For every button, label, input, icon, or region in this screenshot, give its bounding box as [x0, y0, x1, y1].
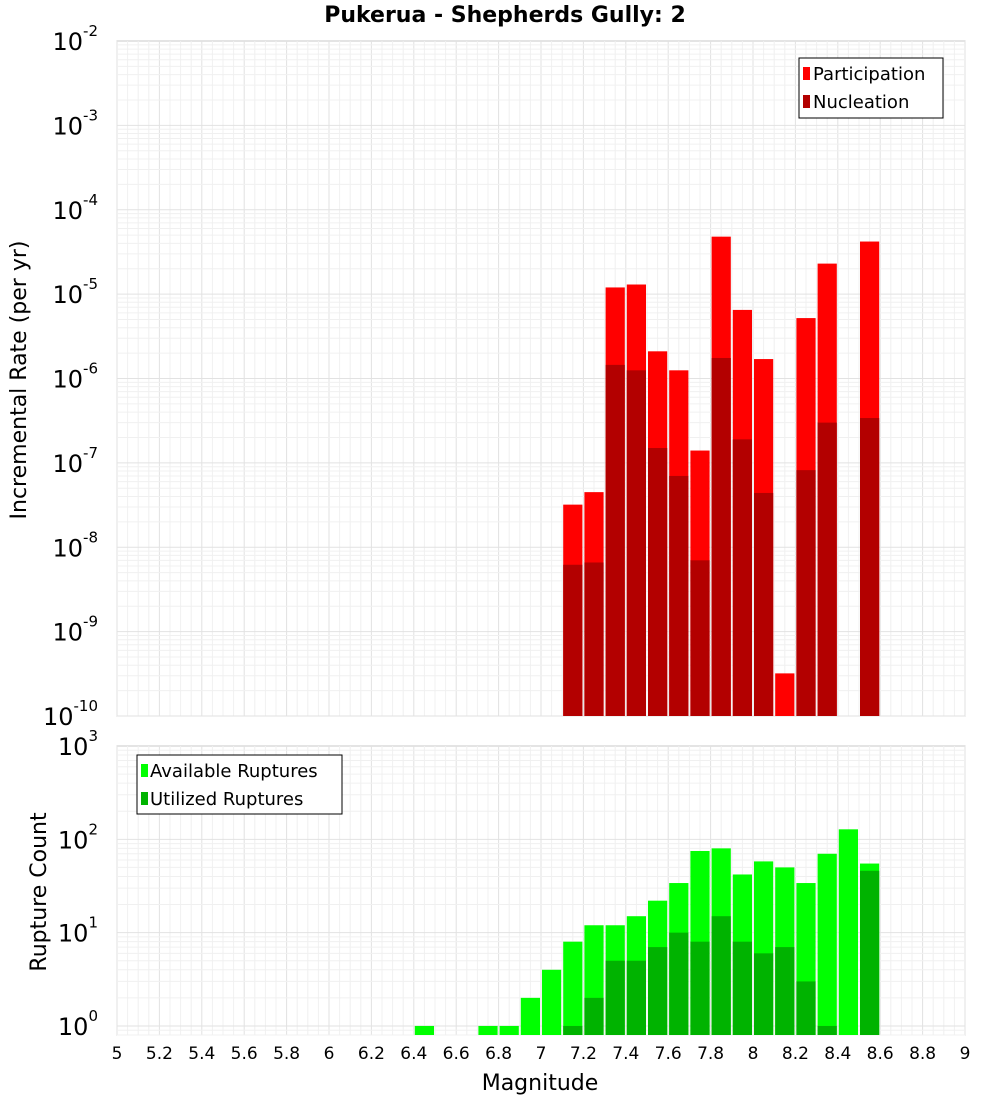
bar-bottom-primary: [838, 829, 858, 1035]
legend-swatch-available: [141, 764, 148, 777]
legend-swatch-nucleation: [803, 95, 810, 108]
legend-swatch-participation: [803, 67, 810, 80]
bottom-panel: 103 102 101 100 5 5.2 5.4 5.6 5.8 6 6.2 6.4 6.6 6.8 7…: [27, 727, 970, 1096]
x-tick-label: 8.2: [782, 1044, 809, 1064]
x-tick-label: 6.4: [400, 1044, 427, 1064]
bar-bottom-secondary: [563, 1025, 583, 1035]
bar-bottom-secondary: [796, 981, 816, 1035]
top-y-ticks: 10-2 10-3 10-4 10-5 10-6 10-7 10-8 10-9 10-10: [43, 22, 98, 731]
top-y-axis-label: Incremental Rate (per yr): [7, 241, 32, 520]
top-bars: [563, 236, 880, 717]
bar-bottom-primary: [414, 1025, 434, 1035]
x-tick-label: 9: [960, 1044, 971, 1064]
legend-label-nucleation: Nucleation: [813, 92, 909, 113]
x-tick-label: 5.2: [146, 1044, 173, 1064]
bar-bottom-secondary: [584, 997, 604, 1035]
bar-bottom-primary: [520, 997, 540, 1035]
x-tick-label: 8.8: [909, 1044, 936, 1064]
x-tick-label: 7.8: [697, 1044, 724, 1064]
bottom-bars: [414, 829, 880, 1035]
bar-top-secondary: [563, 564, 583, 716]
x-ticks: 5 5.2 5.4 5.6 5.8 6 6.2 6.4 6.6 6.8 7 7.2 7.4 7.6 7.8 8…: [112, 1044, 971, 1064]
bar-bottom-secondary: [648, 947, 668, 1035]
x-axis-label: Magnitude: [482, 1071, 599, 1096]
x-tick-label: 7.2: [570, 1044, 597, 1064]
bar-bottom-secondary: [775, 947, 795, 1035]
y-tick-label: 101: [58, 914, 98, 948]
bar-bottom-secondary: [605, 960, 625, 1035]
bar-top-secondary: [605, 364, 625, 716]
bar-top-secondary: [584, 562, 604, 716]
top-legend: Participation Nucleation: [798, 57, 944, 119]
bottom-y-axis-label: Rupture Count: [27, 812, 52, 972]
x-tick-label: 8: [748, 1044, 759, 1064]
x-tick-label: 5.6: [231, 1044, 258, 1064]
legend-label-utilized: Utilized Ruptures: [150, 789, 303, 810]
chart-title: Pukerua - Shepherds Gully: 2: [324, 3, 686, 28]
y-tick-label: 102: [58, 820, 98, 854]
y-tick-label: 100: [58, 1007, 98, 1041]
x-tick-label: 7.6: [655, 1044, 682, 1064]
bar-bottom-secondary: [817, 1025, 837, 1035]
bar-top-secondary: [648, 448, 668, 716]
bar-bottom-secondary: [711, 916, 731, 1035]
y-tick-label: 10-3: [52, 106, 98, 140]
bottom-y-ticks: 103 102 101 100: [58, 727, 98, 1041]
bar-top-secondary: [754, 492, 774, 716]
x-tick-label: 6.2: [358, 1044, 385, 1064]
x-tick-label: 5.4: [188, 1044, 215, 1064]
y-tick-label: 10-7: [52, 444, 98, 478]
legend-swatch-utilized: [141, 792, 148, 805]
bar-top-secondary: [711, 357, 731, 716]
top-panel: 10-2 10-3 10-4 10-5 10-6 10-7 10-8 10-9 10-10 In…: [7, 22, 966, 731]
bar-bottom-secondary: [690, 941, 710, 1035]
y-tick-label: 10-2: [52, 22, 98, 56]
y-tick-label: 10-6: [52, 360, 98, 394]
y-tick-label: 10-9: [52, 613, 98, 647]
bar-bottom-secondary: [626, 960, 646, 1035]
bar-bottom-primary: [478, 1025, 498, 1035]
bar-top-secondary: [669, 475, 689, 716]
y-tick-label: 10-8: [52, 528, 98, 562]
bar-top-primary: [775, 673, 795, 716]
bar-top-secondary: [860, 418, 880, 716]
y-tick-label: 10-4: [52, 191, 98, 225]
top-grid: [116, 41, 966, 717]
bar-top-secondary: [732, 439, 752, 716]
bar-bottom-secondary: [860, 870, 880, 1035]
bar-bottom-primary: [542, 969, 562, 1035]
bottom-legend: Available Ruptures Utilized Ruptures: [136, 754, 343, 815]
bar-bottom-secondary: [669, 932, 689, 1035]
x-tick-label: 7: [536, 1044, 547, 1064]
y-tick-label: 10-10: [43, 697, 98, 731]
x-tick-label: 5.8: [273, 1044, 300, 1064]
bar-top-secondary: [626, 370, 646, 716]
bar-top-secondary: [796, 470, 816, 716]
x-tick-label: 7.4: [612, 1044, 639, 1064]
x-tick-label: 6.8: [485, 1044, 512, 1064]
bar-bottom-primary: [563, 941, 583, 1035]
legend-label-available: Available Ruptures: [150, 761, 318, 782]
legend-label-participation: Participation: [813, 64, 925, 85]
bar-bottom-primary: [817, 853, 837, 1035]
y-tick-label: 10-5: [52, 275, 98, 309]
x-tick-label: 8.4: [824, 1044, 851, 1064]
bar-top-secondary: [817, 422, 837, 716]
bar-bottom-secondary: [732, 941, 752, 1035]
bar-bottom-secondary: [754, 953, 774, 1035]
x-tick-label: 5: [112, 1044, 123, 1064]
x-tick-label: 6.6: [443, 1044, 470, 1064]
x-tick-label: 8.6: [867, 1044, 894, 1064]
y-tick-label: 103: [58, 727, 98, 761]
bar-top-secondary: [690, 560, 710, 716]
x-tick-label: 6: [324, 1044, 335, 1064]
bar-bottom-primary: [499, 1025, 519, 1035]
